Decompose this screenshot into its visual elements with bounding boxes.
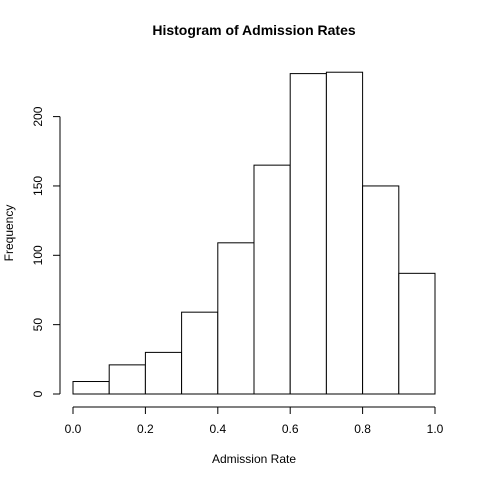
chart-title: Histogram of Admission Rates bbox=[152, 22, 356, 38]
x-tick-label-4: 0.8 bbox=[354, 422, 371, 436]
y-axis-label: Frequency bbox=[2, 205, 16, 262]
x-tick-label-1: 0.2 bbox=[137, 422, 154, 436]
histogram-bar-8 bbox=[362, 185, 400, 395]
histogram-bar-1 bbox=[108, 364, 146, 395]
y-ticks-group: 0 50 100 150 200 bbox=[31, 106, 60, 397]
y-tick-label-2: 100 bbox=[31, 245, 45, 265]
y-tick-label-4: 200 bbox=[31, 106, 45, 126]
y-tick-label-1: 50 bbox=[31, 318, 45, 332]
histogram-bar-5 bbox=[253, 164, 291, 395]
histogram-bar-3 bbox=[181, 311, 219, 395]
histogram-bar-2 bbox=[144, 351, 183, 395]
x-tick-label-0: 0.0 bbox=[65, 422, 82, 436]
x-tick-label-2: 0.4 bbox=[209, 422, 226, 436]
bars-group bbox=[72, 71, 436, 395]
x-tick-label-3: 0.6 bbox=[282, 422, 299, 436]
histogram-bar-6 bbox=[289, 73, 327, 395]
x-axis-label: Admission Rate bbox=[212, 452, 296, 466]
x-tick-label-5: 1.0 bbox=[427, 422, 444, 436]
histogram-bar-4 bbox=[217, 242, 255, 395]
y-tick-label-3: 150 bbox=[31, 176, 45, 196]
y-tick-label-0: 0 bbox=[31, 390, 45, 397]
histogram-bar-7 bbox=[325, 71, 364, 395]
histogram-bar-9 bbox=[398, 272, 436, 395]
histogram-bar-0 bbox=[72, 381, 110, 395]
x-ticks-group: 0.0 0.2 0.4 0.6 0.8 1.0 bbox=[65, 407, 444, 436]
